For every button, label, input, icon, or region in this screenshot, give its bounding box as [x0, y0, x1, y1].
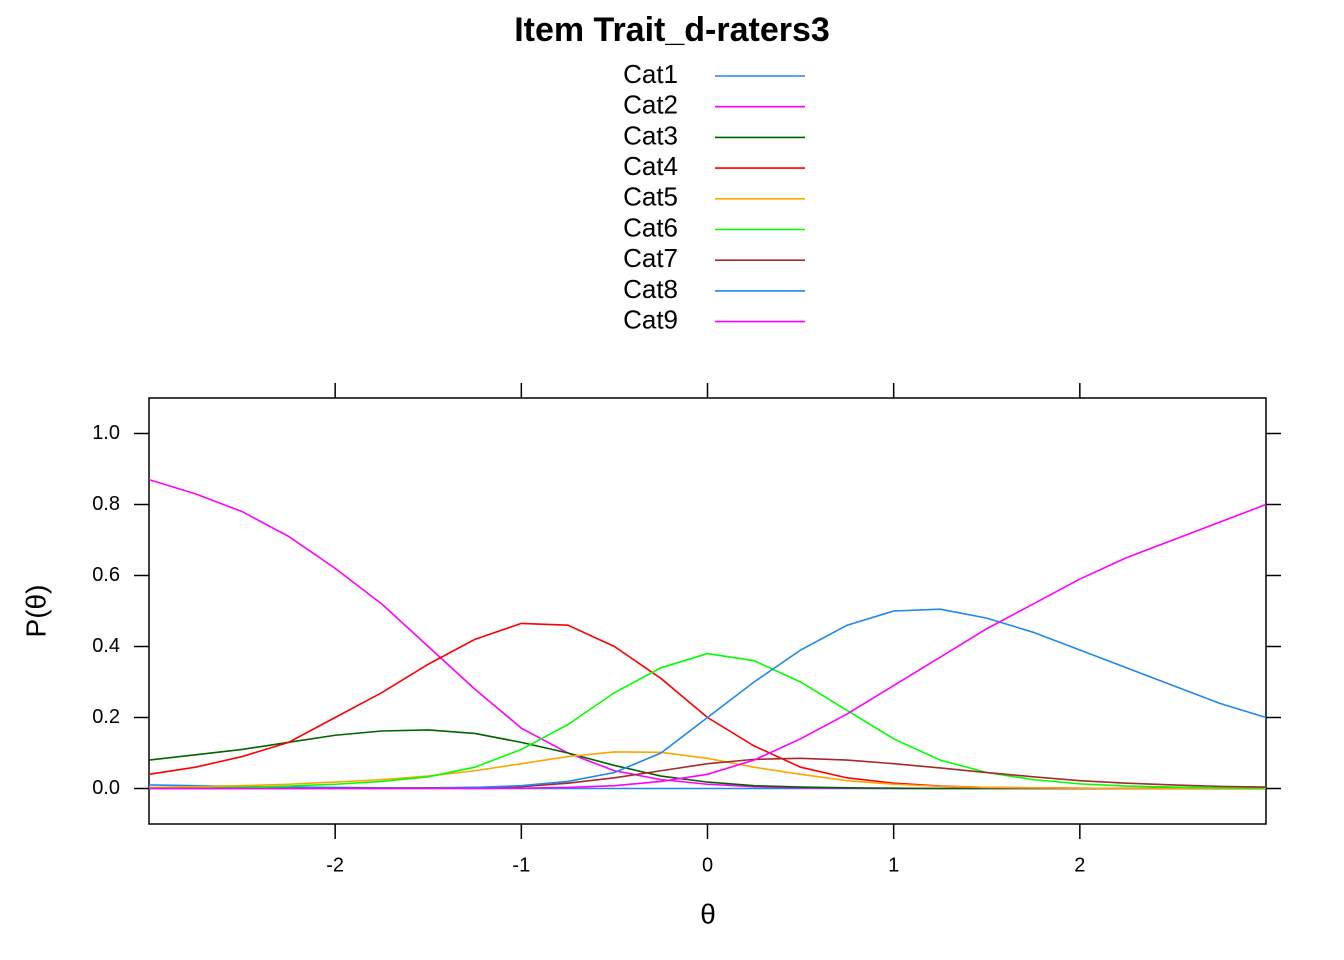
legend-label: Cat1 — [623, 59, 678, 89]
y-tick-label: 0.4 — [92, 635, 120, 657]
series-line — [148, 729, 1266, 790]
y-tick-label: 0.2 — [92, 706, 120, 728]
x-tick-label: 2 — [1074, 854, 1085, 876]
legend-label: Cat2 — [623, 90, 678, 120]
y-tick-label: 0.6 — [92, 564, 120, 586]
series-line — [148, 751, 1266, 790]
x-tick-label: 0 — [702, 854, 713, 876]
x-axis-label: θ — [700, 898, 716, 929]
x-tick-label: -2 — [326, 854, 344, 876]
series-line — [149, 608, 1267, 790]
series-line — [149, 503, 1267, 790]
legend-label: Cat6 — [623, 212, 678, 242]
legend-label: Cat3 — [623, 120, 678, 150]
legend-label: Cat4 — [623, 151, 678, 181]
plot-frame — [148, 397, 1267, 825]
legend-label: Cat9 — [623, 304, 678, 334]
legend-label: Cat5 — [623, 182, 678, 212]
x-tick-label: -1 — [512, 854, 530, 876]
legend-label: Cat8 — [623, 274, 678, 304]
series-line — [148, 652, 1267, 790]
y-axis-label: P(θ) — [20, 585, 51, 638]
x-tick-label: 1 — [888, 854, 899, 876]
series-line — [148, 478, 1266, 790]
legend-label: Cat7 — [623, 243, 678, 273]
y-tick-label: 0.8 — [92, 493, 120, 515]
y-tick-label: 1.0 — [92, 422, 120, 444]
y-tick-label: 0.0 — [92, 777, 120, 799]
chart-title: Item Trait_d-raters3 — [514, 11, 830, 49]
